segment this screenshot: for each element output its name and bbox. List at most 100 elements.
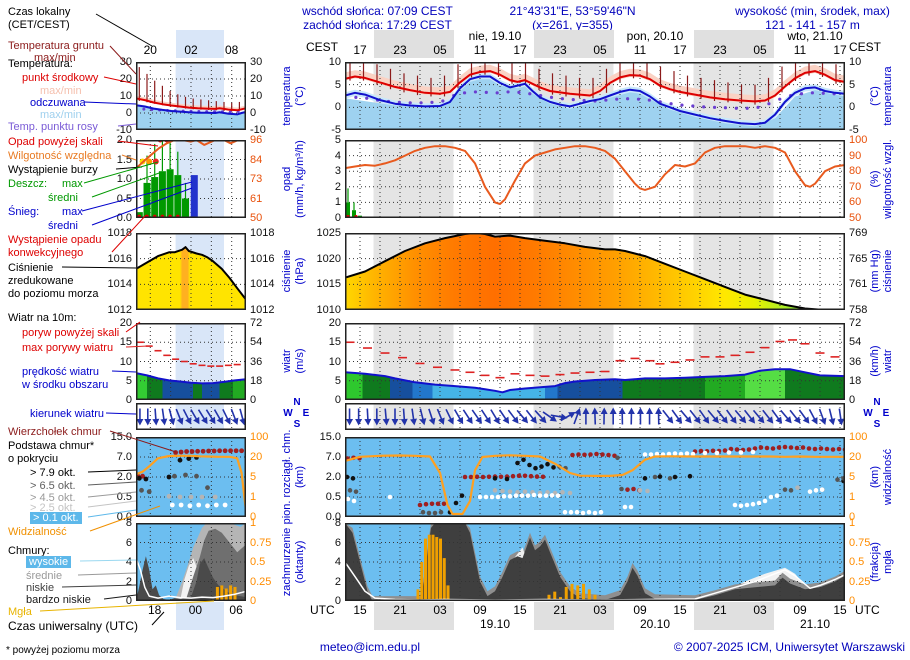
utc-tick: 15	[353, 603, 367, 617]
mini-cest-tick: 20	[143, 43, 157, 57]
legend-utc-label: Czas uniwersalny (UTC)	[8, 619, 139, 633]
coords-text: 21°43'31"E, 53°59'46"N	[509, 4, 636, 18]
axis-title-left-1: opad (mm/h, kg/m³/h)	[281, 140, 306, 218]
legend-fog: Mgła	[8, 606, 32, 618]
legend-wspeed2: w środku obszaru	[22, 379, 109, 391]
ytick-right: -10	[250, 124, 266, 136]
legend-pres2: zredukowane	[8, 275, 74, 287]
ytick-left: 5	[334, 78, 341, 91]
ytick-right: 70	[849, 180, 862, 193]
cest-tick: 17	[673, 43, 687, 57]
ytick-right: 0	[849, 101, 856, 114]
legend-clouds-header: Chmury:	[8, 545, 50, 557]
panel-m-base	[136, 437, 246, 517]
ytick-right: 96	[250, 134, 263, 146]
ytick-left: 5	[125, 374, 132, 387]
ytick-left: 0	[334, 394, 341, 406]
contact-email-link[interactable]: meteo@icm.edu.pl	[319, 640, 421, 654]
ytick-right: 1014	[250, 278, 275, 291]
axis-title-right-4: (km) widzialność	[869, 448, 894, 506]
ytick-left: 7.0	[116, 451, 132, 463]
ytick-left: 2	[334, 180, 341, 193]
ytick-left: 3	[334, 165, 341, 178]
footnote-asl: * powyżej poziomu morza	[6, 645, 120, 656]
night-band	[693, 30, 774, 58]
cest-tick: 05	[593, 43, 607, 57]
cest-tick: 11	[633, 43, 647, 57]
ytick-left: 1016	[107, 252, 132, 265]
utc-tick: 03	[593, 603, 607, 617]
ytick-left: 15.0	[110, 431, 132, 443]
axis-title-right-1: (%) wilgotność wzgl.	[869, 139, 894, 219]
ytick-right: 36	[849, 355, 862, 368]
axis-title-left-5: zachmurzenie (oktanty)	[281, 527, 306, 597]
ytick-right: 50	[849, 212, 862, 224]
ytick-right: 90	[849, 149, 862, 162]
ytick-right: 0	[849, 595, 856, 607]
ytick-left: 0.5	[116, 491, 132, 503]
utc-tick: 15	[833, 603, 847, 617]
legend-humidity: Wilgotność względna	[8, 150, 112, 162]
ytick-left: 15.0	[319, 431, 341, 443]
ytick-right: 80	[849, 165, 862, 178]
legend-rain-max: max	[62, 178, 83, 190]
legend-pres3: do poziomu morza	[8, 288, 99, 300]
altitude-values: 121 - 141 - 157 m	[765, 18, 860, 32]
mini-utc-tick: 18	[148, 603, 162, 617]
legend-snow-avg: średni	[48, 220, 78, 232]
ytick-left: 10	[328, 355, 341, 368]
cest-tick: 11	[473, 43, 487, 57]
ytick-left: 6	[125, 536, 132, 549]
cest-label-right: CEST	[849, 40, 882, 54]
ytick-right: 18	[849, 374, 862, 387]
panel-M-wind	[345, 323, 845, 400]
compass-right-letter: N	[873, 397, 881, 408]
day-label: nie, 19.10	[468, 29, 522, 43]
ytick-right: 5	[250, 471, 257, 483]
legend-temp-header: Temperatura:	[8, 58, 73, 70]
cest-label-left: CEST	[306, 40, 339, 54]
ytick-right: 10	[849, 56, 862, 68]
compass-right-letter: E	[882, 408, 890, 419]
compass-right-letter: S	[873, 419, 881, 430]
ytick-right: 1	[849, 517, 856, 529]
legend-maxmin-t: max/min	[40, 85, 82, 97]
axis-title-left-4: pion. rozciągł. chm. (km)	[281, 429, 306, 525]
ytick-left: 2.0	[116, 471, 132, 483]
axis-title-left-3: wiatr (m/s)	[281, 348, 306, 374]
ytick-right: 20	[849, 451, 862, 463]
ytick-right: 1016	[250, 252, 275, 265]
night-band	[693, 602, 774, 630]
cest-tick: 17	[513, 43, 527, 57]
day-label: pon, 20.10	[626, 29, 684, 43]
legend-conv1: Wystąpienie opadu	[8, 234, 102, 246]
legend-feels: odczuwana	[30, 97, 86, 109]
ytick-left: 10	[119, 90, 132, 102]
axis-title-right-5: (frakcja) mgła	[869, 542, 894, 582]
ytick-left: 2	[334, 575, 341, 588]
ytick-right: 18	[250, 374, 263, 387]
ytick-right: 72	[849, 317, 862, 329]
legend-above-scale: Opad powyżej skali	[8, 136, 103, 148]
ytick-right: 10	[250, 90, 263, 102]
ytick-right: 100	[849, 134, 868, 146]
utc-tick: 21	[393, 603, 407, 617]
day-label: wto, 21.10	[787, 29, 843, 43]
legend-okt79: > 7.9 okt.	[30, 467, 76, 479]
legend-rain: Deszcz:	[8, 178, 48, 190]
panel-m-prec	[136, 140, 246, 218]
legend-okt25: > 2.5 okt.	[30, 502, 76, 514]
compass-right-letter: W	[863, 408, 873, 419]
utc-label-left: UTC	[310, 603, 335, 617]
legend-gust-max: max porywy wiatru	[22, 342, 114, 354]
ytick-left: 4	[125, 556, 132, 568]
altitude-label: wysokość (min, środek, max)	[735, 4, 890, 18]
ytick-right: 0.75	[250, 536, 272, 549]
ytick-left: 8	[125, 517, 132, 529]
ytick-left: 2.0	[325, 471, 341, 483]
ytick-left: -5	[331, 124, 341, 136]
ytick-left: 0.5	[325, 491, 341, 503]
ytick-left: 15	[328, 336, 341, 349]
ytick-right: 0.75	[849, 536, 871, 549]
ytick-right: 100	[250, 431, 269, 443]
